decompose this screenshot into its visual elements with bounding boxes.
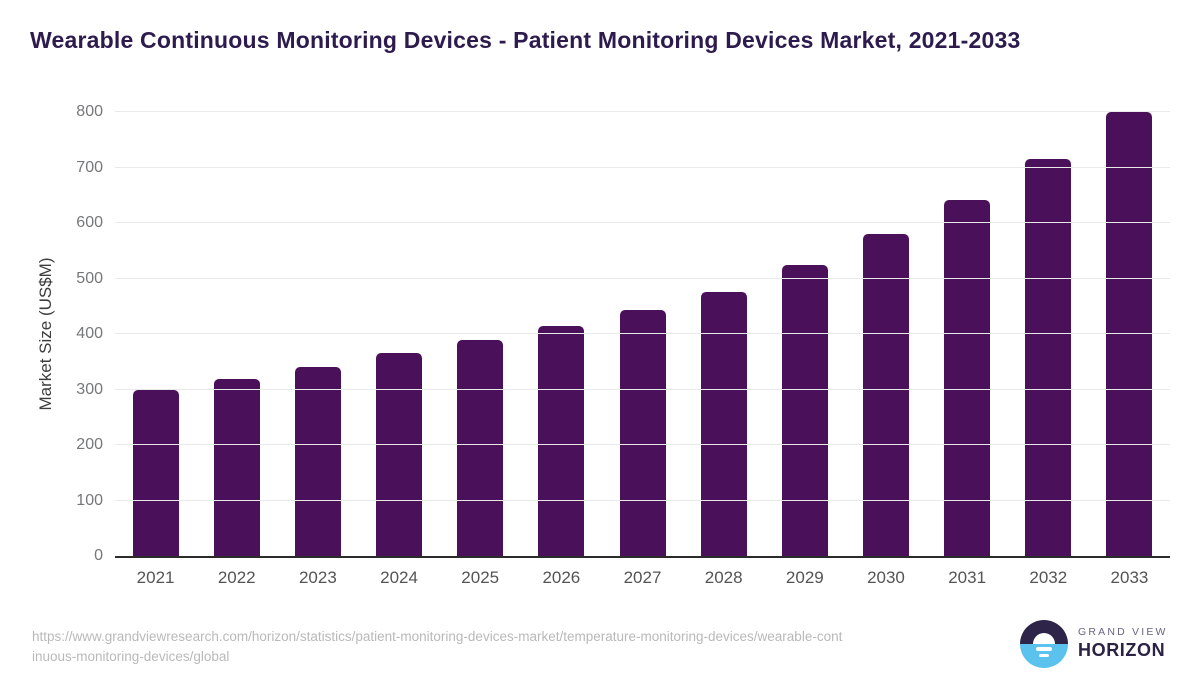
- x-axis-ticks: 2021 2022 2023 2024 2025 2026 2027 2028 2029 2030…: [115, 568, 1170, 588]
- gridline-300: [115, 388, 1170, 390]
- x-tick-2030: 2030: [867, 568, 905, 587]
- logo-text: GRAND VIEW HORIZON: [1078, 626, 1168, 660]
- x-tick-2033: 2033: [1110, 568, 1149, 587]
- x-tick-2022: 2022: [217, 568, 256, 587]
- gridline-600: [115, 222, 1170, 223]
- gridline-500: [115, 277, 1170, 279]
- x-tick-2024: 2024: [380, 568, 418, 587]
- bar-series: [115, 112, 1170, 556]
- horizon-sun-icon: [1020, 620, 1068, 668]
- y-tick-600: 600: [76, 214, 103, 231]
- x-tick-2021: 2021: [136, 568, 175, 587]
- x-tick-2025: 2025: [461, 568, 500, 587]
- y-tick-800: 800: [76, 103, 103, 120]
- x-tick-2032: 2032: [1029, 568, 1068, 587]
- bar-slot-2033: [1089, 112, 1170, 556]
- bar-2023: [294, 366, 341, 556]
- x-tick-2026: 2026: [542, 568, 581, 587]
- bar-slot-2022: [196, 112, 277, 556]
- x-tick-2028: 2028: [704, 568, 743, 587]
- x-tick-2029: 2029: [785, 568, 824, 587]
- bar-2032: [1025, 159, 1072, 556]
- bar-slot-2026: [521, 112, 602, 556]
- x-tick-2027: 2027: [623, 568, 662, 587]
- bar-slot-2029: [764, 112, 845, 556]
- chart-title: Wearable Continuous Monitoring Devices -…: [30, 27, 1021, 53]
- x-tick-2023: 2023: [298, 568, 337, 587]
- bar-slot-2021: [115, 112, 196, 556]
- bar-slot-2027: [602, 112, 683, 556]
- gridline-100: [115, 499, 1170, 501]
- y-tick-100: 100: [76, 491, 103, 509]
- bar-slot-2032: [1008, 112, 1089, 556]
- bar-slot-2023: [277, 112, 358, 556]
- bar-2031: [944, 199, 991, 556]
- bar-2027: [619, 310, 666, 556]
- y-tick-400: 400: [76, 325, 103, 342]
- logo-reflection-line-2: [1039, 653, 1049, 657]
- bar-2028: [700, 291, 747, 556]
- bar-2026: [538, 326, 585, 556]
- logo-sun-dome: [1033, 633, 1055, 644]
- grandview-horizon-logo: GRAND VIEW HORIZON: [1020, 620, 1170, 668]
- gridline-800: [115, 111, 1170, 112]
- y-tick-0: 0: [94, 547, 103, 564]
- bar-slot-2025: [440, 112, 521, 556]
- y-tick-500: 500: [76, 269, 103, 287]
- bar-slot-2028: [683, 112, 764, 556]
- x-tick-2031: 2031: [948, 568, 987, 587]
- logo-text-grand-view: GRAND VIEW: [1078, 626, 1168, 638]
- bar-2029: [781, 264, 828, 556]
- source-url: https://www.grandviewresearch.com/horizo…: [32, 629, 843, 665]
- gridline-400: [115, 333, 1170, 334]
- bar-2033: [1106, 112, 1153, 556]
- y-tick-200: 200: [76, 436, 103, 453]
- bar-slot-2024: [358, 112, 439, 556]
- bar-2021: [132, 389, 179, 556]
- y-tick-300: 300: [76, 380, 103, 398]
- logo-text-horizon: HORIZON: [1078, 640, 1166, 660]
- bar-2025: [457, 339, 504, 556]
- gridline-700: [115, 166, 1170, 168]
- plot-area: 0 100 200 300 400 500 600 700 800: [76, 103, 1170, 564]
- logo-reflection-line-1: [1036, 647, 1052, 651]
- bar-2022: [213, 378, 260, 556]
- gridline-200: [115, 444, 1170, 445]
- bar-2030: [862, 234, 909, 556]
- y-axis-title: Market Size (US$M): [36, 257, 55, 411]
- bar-2024: [376, 352, 423, 556]
- bar-slot-2031: [927, 112, 1008, 556]
- bar-slot-2030: [845, 112, 926, 556]
- y-tick-700: 700: [76, 158, 103, 176]
